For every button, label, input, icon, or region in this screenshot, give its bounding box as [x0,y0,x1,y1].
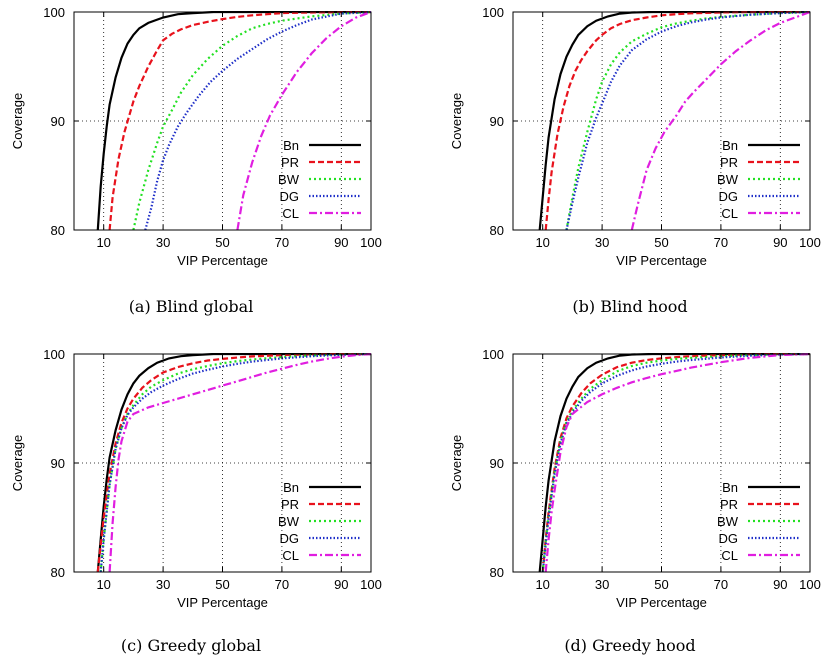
legend-label-pr: PR [720,155,738,170]
y-tick-label: 90 [490,456,504,471]
y-tick-label: 100 [43,5,65,20]
x-tick-label: 90 [773,577,787,592]
legend-label-bw: BW [717,514,739,529]
panel-caption: (b) Blind hood [572,297,687,316]
y-tick-label: 100 [482,347,504,362]
panel-caption: (a) Blind global [129,297,254,316]
y-tick-label: 80 [51,565,65,580]
x-axis-label: VIP Percentage [616,595,707,610]
y-axis-label: Coverage [10,93,25,149]
x-tick-label: 30 [595,577,609,592]
series-line-bn [96,353,371,572]
y-tick-label: 80 [51,223,65,238]
series-line-dg [565,11,810,230]
series-line-bn [96,11,371,230]
y-tick-label: 100 [482,5,504,20]
y-tick-label: 80 [490,565,504,580]
x-tick-label: 100 [360,577,382,592]
y-tick-label: 90 [51,456,65,471]
legend-label-pr: PR [281,155,299,170]
x-tick-label: 90 [334,235,348,250]
legend-label-bn: Bn [722,138,738,153]
x-tick-label: 70 [275,577,289,592]
series-line-pr [544,11,810,230]
panel-caption: (c) Greedy global [121,636,261,655]
series-line-dg [99,353,371,572]
series-line-cl [630,11,810,230]
legend: Bn PR BW DG CL [278,138,361,221]
x-tick-label: 50 [654,577,668,592]
legend-label-bn: Bn [283,138,299,153]
x-tick-label: 30 [595,235,609,250]
x-tick-label: 100 [360,235,382,250]
legend-label-dg: DG [719,189,739,204]
legend-label-bn: Bn [722,480,738,495]
x-axis-label: VIP Percentage [177,253,268,268]
x-tick-label: 90 [773,235,787,250]
y-tick-label: 100 [43,347,65,362]
x-tick-label: 30 [156,235,170,250]
y-tick-label: 80 [490,223,504,238]
series-line-pr [108,11,371,230]
legend-label-cl: CL [721,206,738,221]
legend-label-cl: CL [282,548,299,563]
x-axis-label: VIP Percentage [177,595,268,610]
chart-panel-1: 10 30 50 70 90 100 80 90 100 VIP Percentage Covera… [10,5,382,316]
series-line-cl [544,353,810,572]
panel-caption: (d) Greedy hood [564,636,695,655]
legend-label-bw: BW [278,514,300,529]
series-line-cl [236,11,371,230]
series-line-pr [96,353,371,572]
y-tick-label: 90 [51,114,65,129]
x-tick-label: 10 [535,577,549,592]
y-axis-label: Coverage [10,435,25,491]
x-axis-label: VIP Percentage [616,253,707,268]
legend-label-bn: Bn [283,480,299,495]
x-tick-label: 70 [714,235,728,250]
legend-label-dg: DG [719,531,739,546]
series-line-bw [132,11,371,230]
chart-panel-3: 10 30 50 70 90 100 80 90 100 VIP Percentage Covera… [10,347,382,655]
series-line-dg [541,353,810,572]
legend-label-bw: BW [278,172,300,187]
x-tick-label: 50 [215,235,229,250]
y-axis-label: Coverage [449,93,464,149]
x-tick-label: 90 [334,577,348,592]
legend-label-dg: DG [280,189,300,204]
chart-panel-4: 10 30 50 70 90 100 80 90 100 VIP Percentage Covera… [449,347,821,655]
x-tick-label: 100 [799,235,821,250]
legend-label-dg: DG [280,531,300,546]
x-tick-label: 70 [714,577,728,592]
x-tick-label: 50 [215,577,229,592]
x-tick-label: 10 [535,235,549,250]
x-tick-label: 100 [799,577,821,592]
legend-label-cl: CL [721,548,738,563]
x-tick-label: 70 [275,235,289,250]
legend: Bn PR BW DG CL [717,138,800,221]
x-tick-label: 50 [654,235,668,250]
legend-label-cl: CL [282,206,299,221]
legend: Bn PR BW DG CL [717,480,800,563]
legend-label-bw: BW [717,172,739,187]
legend: Bn PR BW DG CL [278,480,361,563]
legend-label-pr: PR [720,497,738,512]
series-line-dg [144,11,371,230]
x-tick-label: 30 [156,577,170,592]
legend-label-pr: PR [281,497,299,512]
x-tick-label: 10 [96,577,110,592]
x-tick-label: 10 [96,235,110,250]
series-line-cl [108,353,371,572]
y-tick-label: 90 [490,114,504,129]
y-axis-label: Coverage [449,435,464,491]
chart-panel-2: 10 30 50 70 90 100 80 90 100 VIP Percentage Covera… [449,5,821,316]
